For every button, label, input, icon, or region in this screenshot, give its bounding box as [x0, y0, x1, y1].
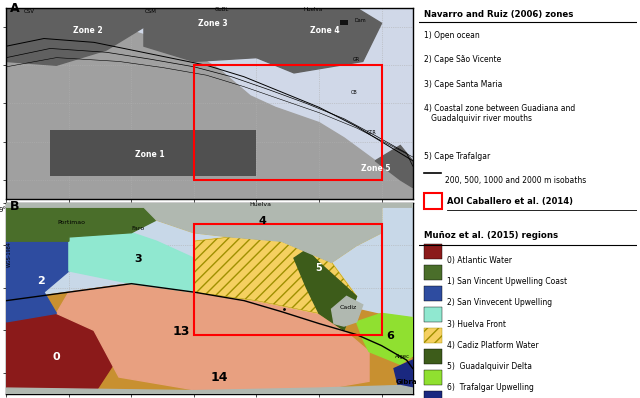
- Text: CSV: CSV: [24, 8, 35, 14]
- Text: Muñoz et al. (2015) regions: Muñoz et al. (2015) regions: [424, 231, 557, 240]
- Polygon shape: [6, 8, 413, 199]
- Text: CTR: CTR: [367, 130, 376, 135]
- Text: 3: 3: [134, 254, 141, 264]
- Text: Huelva: Huelva: [303, 7, 323, 12]
- Text: 13: 13: [173, 325, 190, 338]
- Bar: [424, 370, 442, 385]
- Text: 1) Open ocean: 1) Open ocean: [424, 31, 479, 40]
- Text: GuBL: GuBL: [214, 7, 228, 12]
- Text: 5) Cape Trafalgar: 5) Cape Trafalgar: [424, 152, 490, 161]
- Polygon shape: [156, 207, 381, 262]
- Bar: [424, 286, 442, 301]
- Bar: [194, 65, 381, 180]
- Text: Algec: Algec: [396, 353, 410, 359]
- Polygon shape: [6, 284, 413, 394]
- Text: 1) San Vincent Upwelling Coast: 1) San Vincent Upwelling Coast: [447, 277, 568, 287]
- Text: Zone 3: Zone 3: [198, 19, 228, 28]
- Text: 5)  Guadalquivir Delta: 5) Guadalquivir Delta: [447, 362, 532, 371]
- Bar: [424, 391, 442, 398]
- Polygon shape: [394, 360, 413, 394]
- Polygon shape: [6, 313, 119, 394]
- Text: WGS-1984: WGS-1984: [6, 241, 12, 267]
- Polygon shape: [69, 233, 194, 292]
- Text: 6)  Trafalgar Upwelling: 6) Trafalgar Upwelling: [447, 383, 534, 392]
- Text: B: B: [10, 200, 20, 213]
- Bar: [424, 244, 442, 259]
- Text: Zone 4: Zone 4: [310, 26, 340, 35]
- Text: Zone 2: Zone 2: [73, 26, 102, 35]
- Text: 0: 0: [52, 352, 60, 362]
- Polygon shape: [375, 146, 413, 187]
- Polygon shape: [6, 207, 156, 241]
- Polygon shape: [6, 187, 413, 199]
- Text: 0) Atlantic Water: 0) Atlantic Water: [447, 256, 513, 265]
- Text: 3) Huelva Front: 3) Huelva Front: [447, 320, 506, 328]
- Polygon shape: [131, 8, 288, 61]
- Text: GR: GR: [353, 57, 360, 62]
- Polygon shape: [332, 297, 363, 326]
- Polygon shape: [194, 237, 356, 330]
- Text: 3) Cape Santa Maria: 3) Cape Santa Maria: [424, 80, 502, 89]
- Bar: [50, 130, 257, 176]
- Bar: [194, 224, 381, 335]
- Text: 4: 4: [259, 216, 267, 226]
- Text: Dam: Dam: [354, 18, 365, 23]
- Bar: [424, 193, 442, 209]
- Polygon shape: [6, 241, 69, 322]
- Text: Portimao: Portimao: [58, 220, 85, 225]
- Bar: [424, 349, 442, 364]
- Text: 6: 6: [387, 331, 394, 341]
- Text: 4) Cadiz Platform Water: 4) Cadiz Platform Water: [447, 341, 539, 349]
- Text: 14: 14: [210, 371, 228, 384]
- Text: 200, 500, 1000 and 2000 m isobaths: 200, 500, 1000 and 2000 m isobaths: [445, 176, 587, 185]
- Polygon shape: [194, 237, 356, 330]
- Text: Cadiz: Cadiz: [339, 305, 356, 310]
- Polygon shape: [6, 386, 413, 394]
- Bar: [424, 328, 442, 343]
- Text: Zone 5: Zone 5: [360, 164, 390, 173]
- Text: 2: 2: [38, 276, 45, 286]
- Polygon shape: [294, 250, 356, 330]
- Text: 5: 5: [316, 263, 323, 273]
- Polygon shape: [356, 313, 413, 364]
- Text: Zone 1: Zone 1: [136, 150, 165, 159]
- Text: Huelva: Huelva: [249, 201, 271, 207]
- Text: 2) San Vinvecent Upwelling: 2) San Vinvecent Upwelling: [447, 298, 552, 308]
- Text: Navarro and Ruiz (2006) zones: Navarro and Ruiz (2006) zones: [424, 10, 573, 19]
- Polygon shape: [56, 284, 369, 390]
- Text: Faro: Faro: [131, 226, 145, 231]
- Text: Gibra: Gibra: [396, 379, 417, 385]
- Polygon shape: [257, 8, 381, 73]
- Text: AOI Caballero et al. (2014): AOI Caballero et al. (2014): [447, 197, 573, 206]
- Bar: [424, 307, 442, 322]
- Polygon shape: [156, 207, 381, 262]
- Polygon shape: [6, 8, 144, 65]
- Bar: [340, 20, 348, 25]
- Bar: [424, 265, 442, 280]
- Text: 2) Cape São Vicente: 2) Cape São Vicente: [424, 55, 501, 64]
- Text: A: A: [10, 2, 20, 15]
- Polygon shape: [6, 203, 413, 262]
- Text: CSM: CSM: [144, 8, 156, 14]
- Text: 4) Coastal zone between Guadiana and
   Guadalquivir river mouths: 4) Coastal zone between Guadiana and Gua…: [424, 104, 575, 123]
- Text: CB: CB: [351, 90, 357, 95]
